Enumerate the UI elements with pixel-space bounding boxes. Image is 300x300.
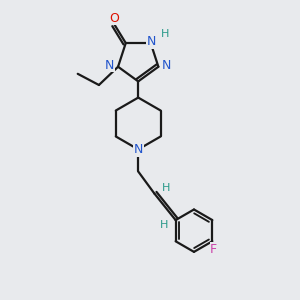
- Text: N: N: [162, 59, 171, 72]
- Text: H: H: [160, 28, 169, 39]
- Text: H: H: [160, 220, 169, 230]
- Text: H: H: [161, 183, 170, 193]
- Text: F: F: [210, 243, 218, 256]
- Text: O: O: [110, 12, 119, 25]
- Text: N: N: [134, 143, 143, 156]
- Text: N: N: [147, 35, 156, 48]
- Text: N: N: [104, 59, 114, 72]
